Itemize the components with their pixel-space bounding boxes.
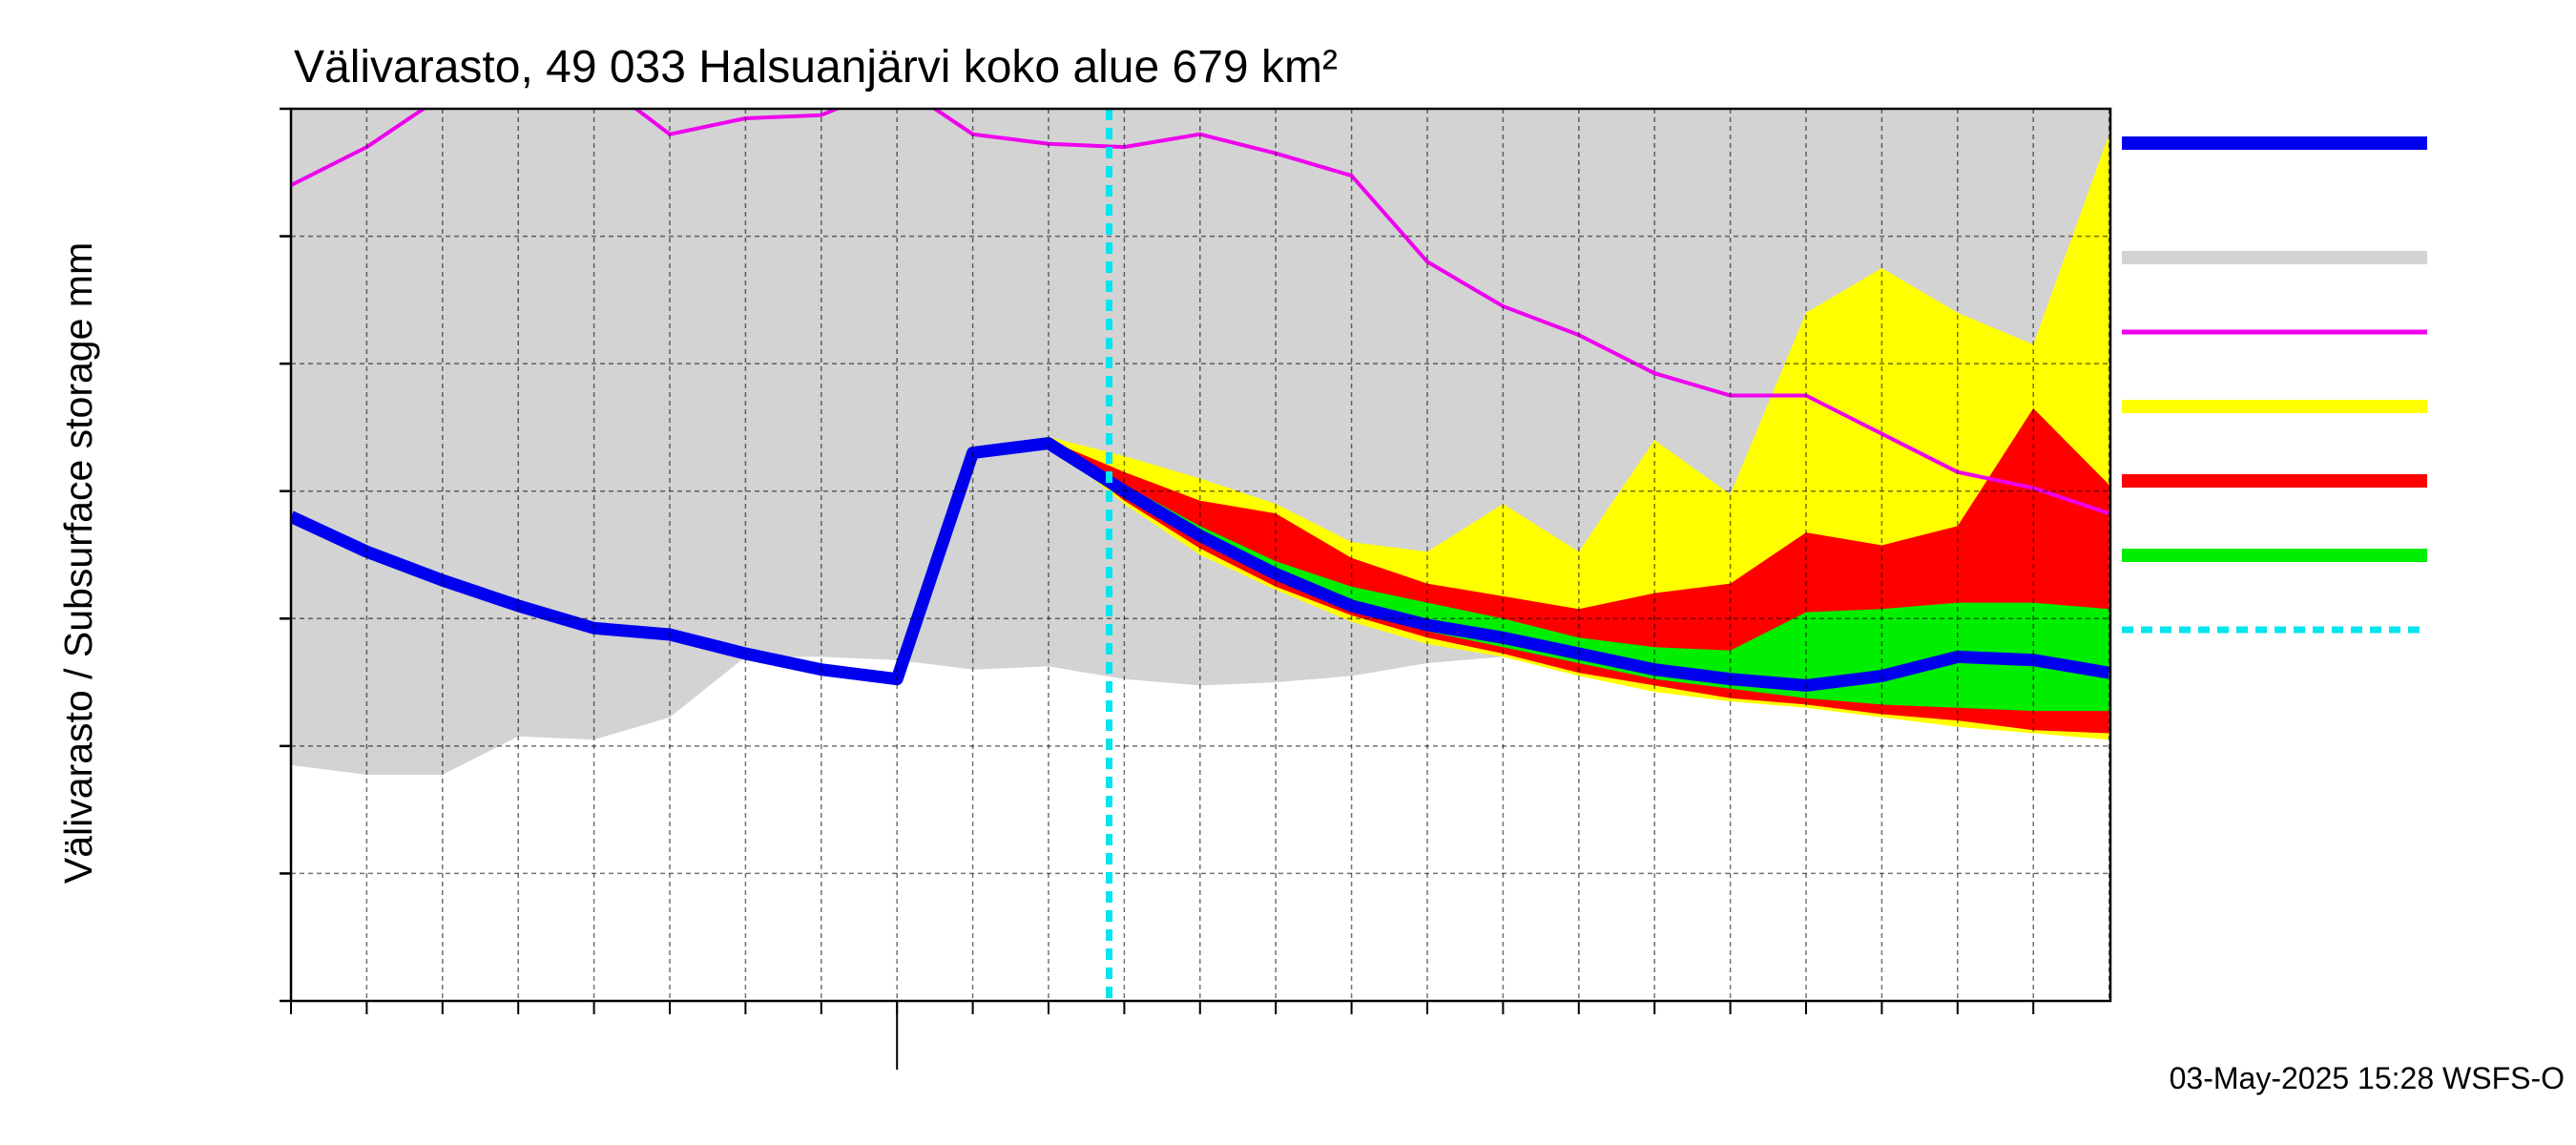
legend xyxy=(2122,136,2427,634)
footer-timestamp: 03-May-2025 15:28 WSFS-O xyxy=(2170,1061,2565,1095)
chart-title: Välivarasto, 49 033 Halsuanjärvi koko al… xyxy=(294,42,1338,93)
band-25-75 xyxy=(1049,440,2109,712)
y-axis-label: Välivarasto / Subsurface storage mm xyxy=(56,242,100,884)
plot-area xyxy=(280,107,2112,1070)
